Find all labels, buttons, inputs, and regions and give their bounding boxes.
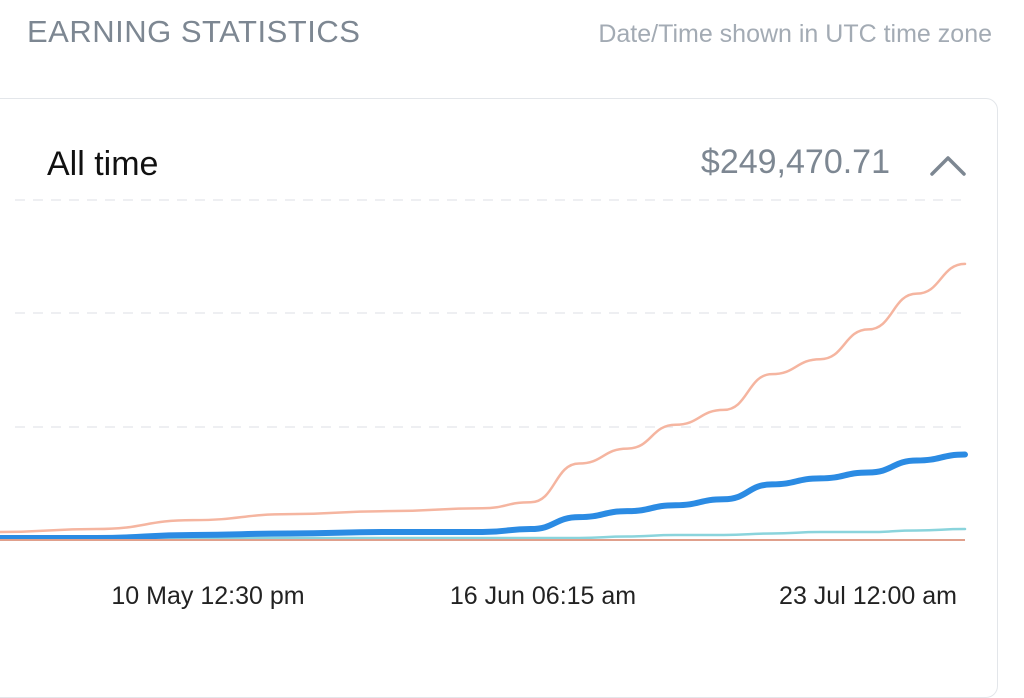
header: EARNING STATISTICS Date/Time shown in UT… <box>0 0 1024 70</box>
collapse-button[interactable] <box>920 140 976 188</box>
x-tick-label: 10 May 12:30 pm <box>111 582 304 610</box>
series-line-1 <box>0 451 968 542</box>
series-line-0 <box>0 262 967 534</box>
period-label: All time <box>47 145 159 183</box>
earnings-line-chart: 10 May 12:30 pm 16 Jun 06:15 am 23 Jul 12:… <box>0 199 968 610</box>
x-tick-label: 16 Jun 06:15 am <box>450 582 636 610</box>
chevron-up-icon <box>930 156 966 176</box>
x-axis-ticks: 10 May 12:30 pm 16 Jun 06:15 am 23 Jul 12:… <box>111 582 957 610</box>
grid-lines <box>15 199 965 428</box>
x-tick-label: 23 Jul 12:00 am <box>779 582 957 610</box>
timezone-note: Date/Time shown in UTC time zone <box>598 20 992 48</box>
series-line-2 <box>0 527 967 540</box>
total-amount: $249,470.71 <box>700 143 890 181</box>
earnings-card <box>0 98 998 698</box>
section-title: EARNING STATISTICS <box>27 14 361 49</box>
series-lines <box>0 262 968 542</box>
